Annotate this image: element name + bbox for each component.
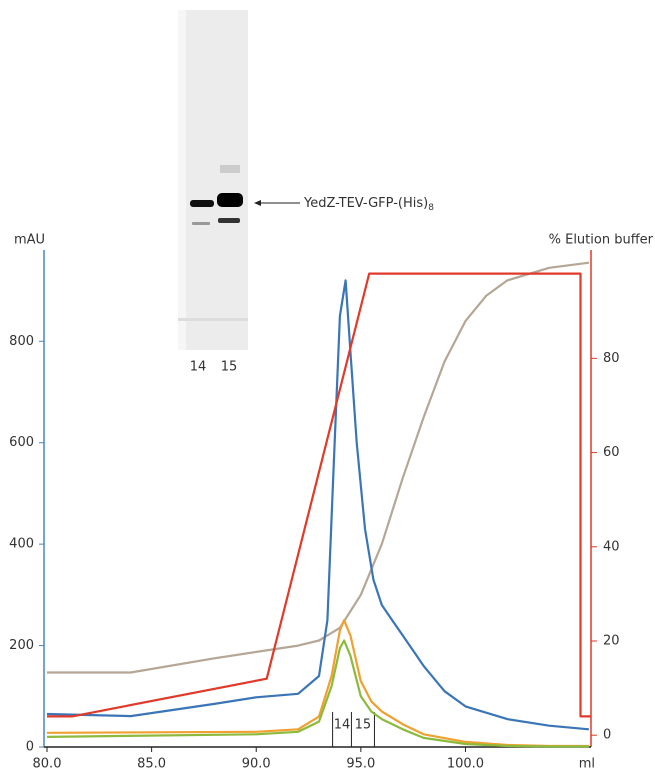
y2-tick-label: 40 [603,539,620,554]
x-tick-label: 95.0 [346,757,375,772]
series-line [46,619,589,748]
gel-smear [220,165,240,173]
y-tick-label: 200 [9,638,34,653]
band-label-subscript: 8 [428,203,434,213]
fraction-label: 14 [334,718,351,733]
series-line [47,272,591,718]
gel-band [217,193,243,207]
y2-tick-label: 20 [603,634,620,649]
x-tick-label: 100.0 [447,757,484,772]
lane-label: 15 [221,360,238,375]
series-line [47,261,590,674]
y-tick-label: 0 [26,740,34,755]
x-tick-label: 80.0 [33,757,62,772]
x-tick-label: 85.0 [137,757,166,772]
gel-band [218,218,240,223]
y-axis-label: mAU [14,233,45,248]
series-line [46,279,589,731]
band-label-text: YedZ-TEV-GFP-(His) [303,196,428,211]
y-tick-label: 400 [9,537,34,552]
y2-axis-label: % Elution buffer [549,233,654,248]
lane-label: 14 [190,360,207,375]
y2-tick-label: 60 [603,445,620,460]
gel-band [192,222,210,225]
gel-edge [178,10,186,350]
fraction-label: 15 [355,718,372,733]
series-line [46,639,589,748]
y-tick-label: 800 [9,334,34,349]
x-axis-label: ml [579,757,595,772]
band-label: YedZ-TEV-GFP-(His)8 [303,196,434,213]
y2-tick-label: 80 [603,351,620,366]
x-tick-label: 90.0 [242,757,271,772]
gel [178,10,248,350]
y-tick-label: 600 [9,435,34,450]
gel-inset: 14 15 YedZ-TEV-GFP-(His)8 [178,10,434,375]
arrow-head [254,200,261,206]
gel-line [178,318,248,321]
y2-tick-label: 0 [603,728,611,743]
gel-band [190,200,214,207]
